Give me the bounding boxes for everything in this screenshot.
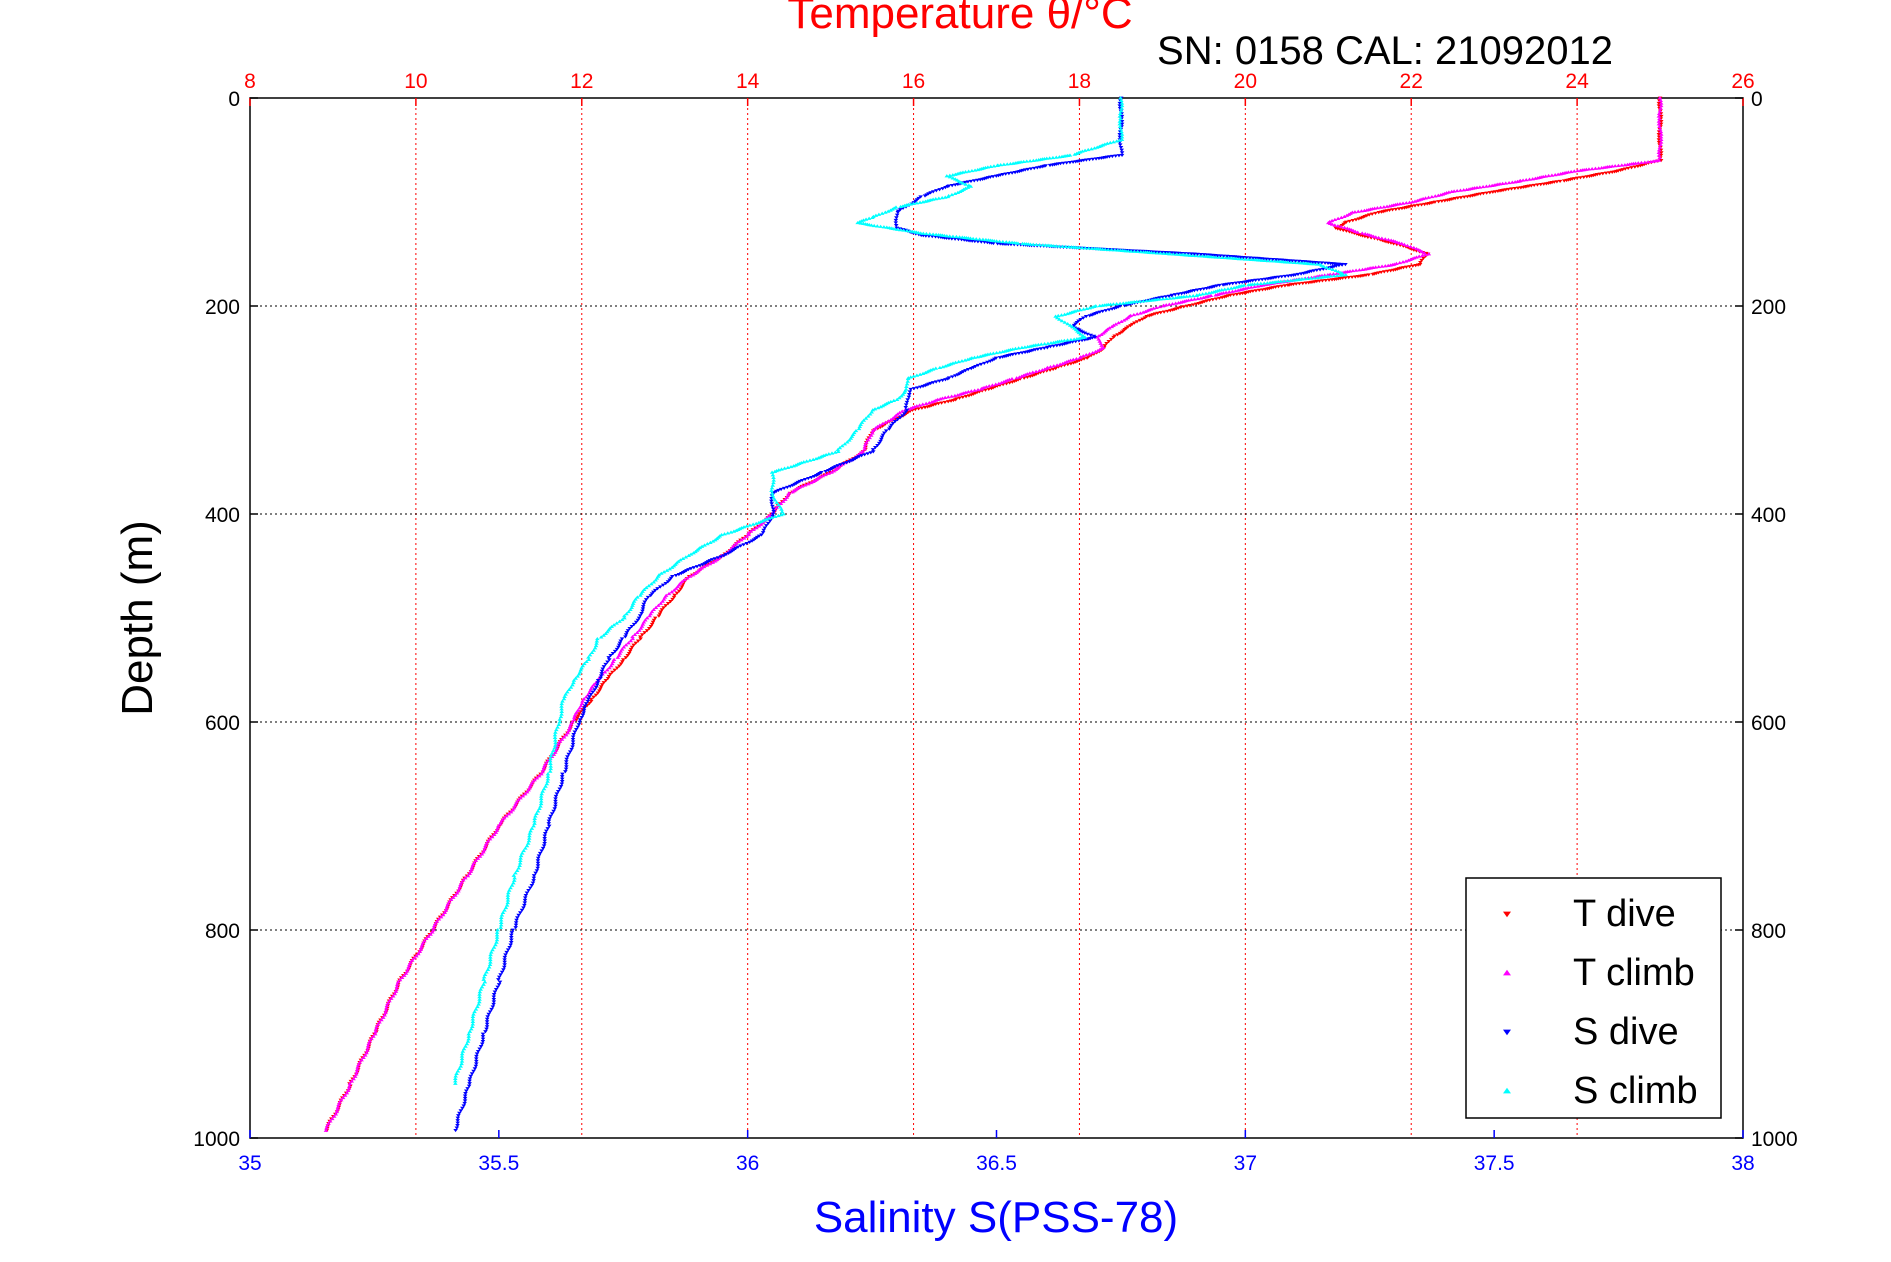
salinity-tick-label: 37 xyxy=(1234,1152,1257,1175)
depth-tick-label-right: 0 xyxy=(1751,88,1763,111)
depth-tick-label-left: 600 xyxy=(205,712,240,735)
depth-tick-label-right: 800 xyxy=(1751,920,1786,943)
depth-tick-label-left: 0 xyxy=(228,88,240,111)
legend-marker xyxy=(1503,969,1511,976)
depth-tick-label-right: 200 xyxy=(1751,296,1786,319)
legend-items: T dive T climb S dive S climb xyxy=(1503,893,1698,1112)
temperature-tick-label: 14 xyxy=(736,70,760,93)
temperature-tick-label: 12 xyxy=(570,70,593,93)
depth-tick-label-right: 600 xyxy=(1751,712,1786,735)
depth-tick-label-left: 1000 xyxy=(193,1128,240,1151)
temperature-axis-title: Temperature θ/°C xyxy=(787,0,1132,38)
temperature-tick-label: 22 xyxy=(1400,70,1423,93)
salinity-tick-label: 38 xyxy=(1731,1152,1754,1175)
salinity-tick-label: 36 xyxy=(736,1152,759,1175)
temperature-tick-label: 20 xyxy=(1234,70,1257,93)
grid xyxy=(250,98,1743,1138)
legend-marker xyxy=(1503,1029,1511,1036)
salinity-tick-label: 37.5 xyxy=(1474,1152,1515,1175)
depth-tick-label-left: 200 xyxy=(205,296,240,319)
temperature-tick-label: 10 xyxy=(404,70,427,93)
depth-axis-title: Depth (m) xyxy=(113,520,162,716)
legend-marker xyxy=(1503,911,1511,918)
depth-tick-label-right: 400 xyxy=(1751,504,1786,527)
instrument-annotation: SN: 0158 CAL: 21092012 xyxy=(1157,29,1613,73)
legend-label: T climb xyxy=(1573,952,1695,994)
temperature-tick-label: 26 xyxy=(1731,70,1754,93)
temperature-tick-label: 24 xyxy=(1565,70,1589,93)
depth-tick-label-left: 400 xyxy=(205,504,240,527)
depth-tick-label-left: 800 xyxy=(205,920,240,943)
salinity-axis-title: Salinity S(PSS-78) xyxy=(814,1193,1178,1242)
temperature-tick-label: 16 xyxy=(902,70,925,93)
depth-tick-label-right: 1000 xyxy=(1751,1128,1798,1151)
salinity-tick-label: 35 xyxy=(238,1152,261,1175)
temperature-tick-label: 8 xyxy=(244,70,256,93)
legend-box xyxy=(1465,877,1722,1119)
salinity-tick-label: 36.5 xyxy=(976,1152,1017,1175)
salinity-tick-label: 35.5 xyxy=(478,1152,519,1175)
legend-marker xyxy=(1503,1087,1511,1094)
legend: T dive T climb S dive S climb xyxy=(1465,877,1722,1119)
temperature-tick-label: 18 xyxy=(1068,70,1091,93)
legend-label: S climb xyxy=(1573,1070,1698,1112)
legend-label: S dive xyxy=(1573,1011,1679,1053)
legend-label: T dive xyxy=(1573,893,1676,935)
